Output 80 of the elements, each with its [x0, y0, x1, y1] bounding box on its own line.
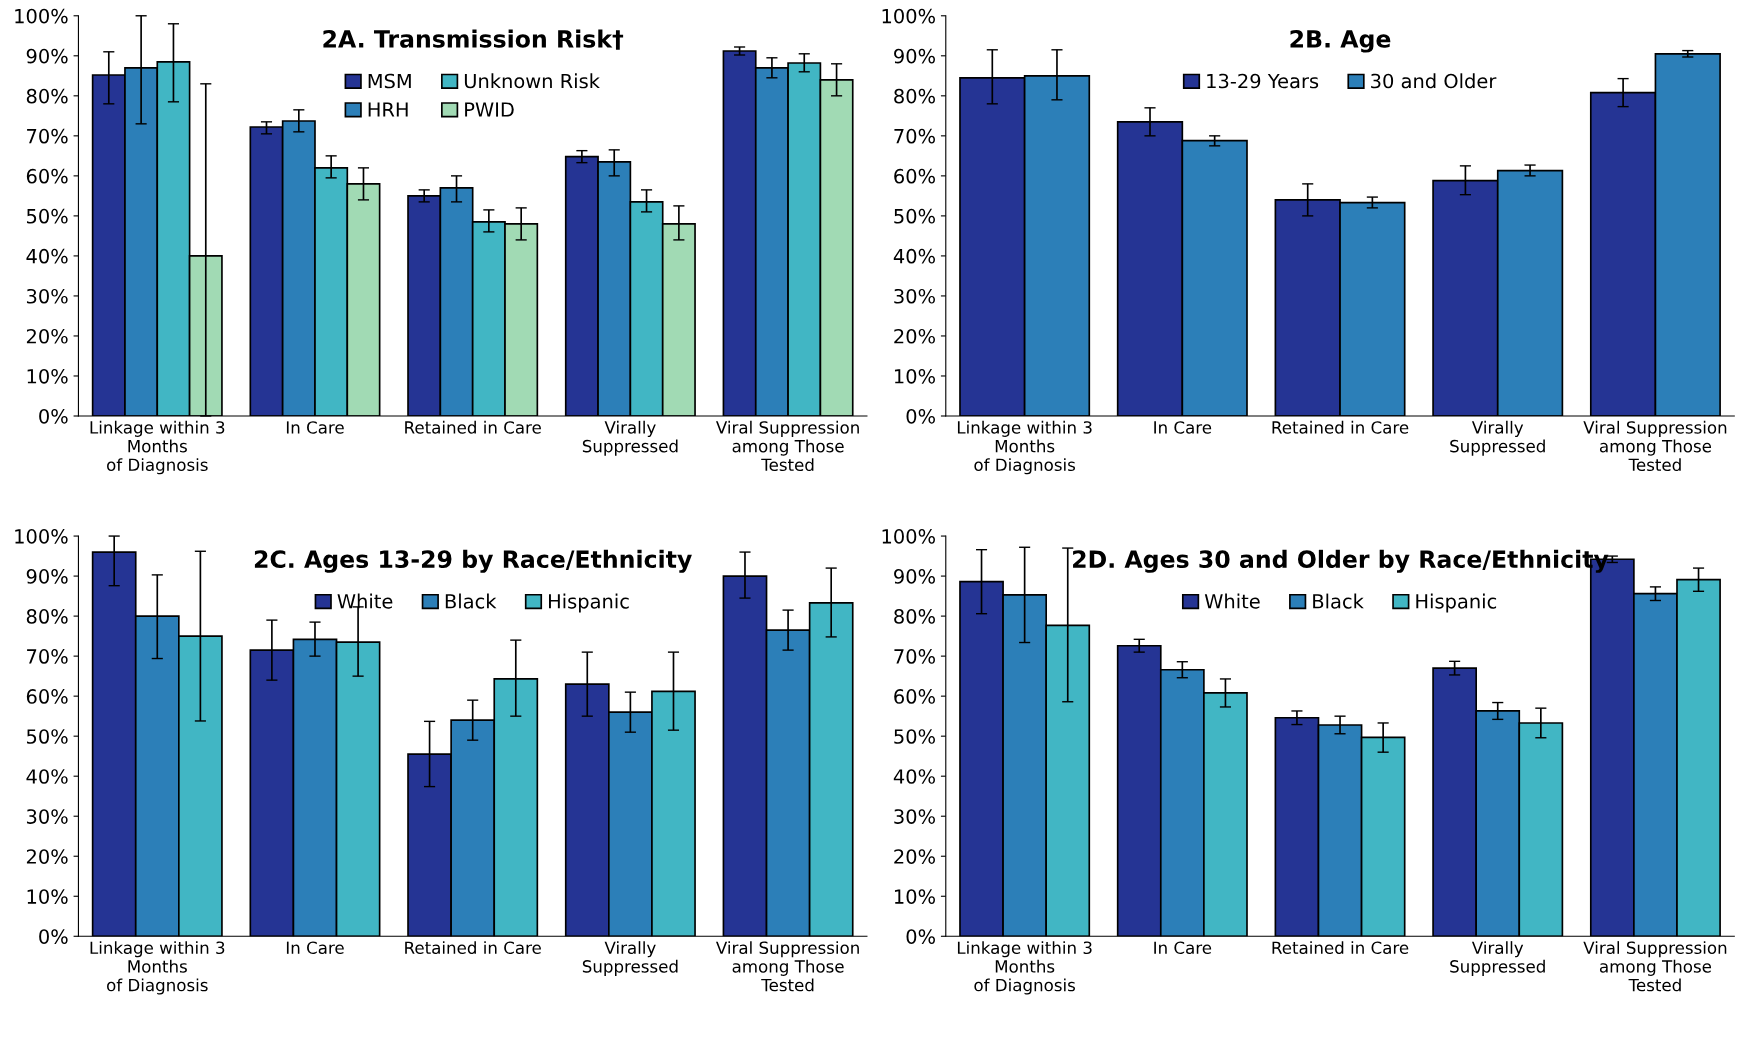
legend-label: MSM — [368, 73, 411, 89]
y-tick-label: 40% — [26, 248, 68, 264]
y-tick-label: 10% — [27, 889, 68, 904]
y-tick-label: 70% — [27, 128, 68, 144]
y-tick-label: 50% — [27, 729, 68, 744]
y-tick-label: 20% — [894, 328, 935, 344]
y-tick-label: 10% — [894, 368, 935, 384]
y-tick-label: 90% — [894, 569, 935, 584]
y-tick-label: 90% — [26, 569, 68, 584]
legend-label: White — [1204, 593, 1260, 609]
x-tick-label: Linkage within 3 Months of Diagnosis — [957, 420, 1092, 475]
legend-label: 13-29 Years — [1207, 73, 1319, 89]
text: 2A. Transmission Risk† — [323, 29, 624, 50]
x-tick-label: Retained in Care — [405, 941, 541, 955]
y-tick-label: 50% — [894, 208, 935, 224]
text: 2B. Age — [1290, 29, 1391, 53]
x-tick-label: In Care — [286, 421, 344, 434]
legend-label: Hispanic — [1416, 593, 1497, 613]
y-tick-label: 50% — [27, 208, 68, 224]
y-tick-label: 40% — [26, 769, 68, 784]
y-tick-label: 100% — [882, 529, 935, 544]
x-tick-label: Virally Suppressed — [1450, 420, 1545, 456]
legend-label: 30 and Older — [1371, 73, 1497, 89]
legend-label: Hispanic — [549, 593, 629, 613]
x-tick-label: Viral Suppression among Those Tested — [716, 420, 859, 472]
text: 2C. Ages 13-29 by Race/Ethnicity — [254, 549, 692, 573]
y-tick-label: 70% — [894, 649, 935, 664]
y-tick-label: 0% — [39, 929, 68, 944]
y-tick-label: 90% — [894, 48, 935, 64]
y-tick-label: 80% — [26, 609, 68, 624]
y-tick-label: 20% — [26, 328, 68, 344]
y-tick-label: 30% — [26, 288, 68, 304]
y-tick-label: 90% — [26, 48, 68, 64]
y-tick-label: 100% — [15, 529, 68, 544]
legend-label: White — [337, 593, 393, 609]
text: 2D. Ages 30 and Older by Race/Ethnicity — [1073, 549, 1609, 573]
y-tick-label: 80% — [894, 88, 935, 104]
y-tick-label: 100% — [15, 8, 68, 24]
y-tick-label: 30% — [894, 809, 935, 824]
y-tick-label: 80% — [894, 609, 935, 624]
x-tick-label: In Care — [1154, 421, 1212, 434]
y-tick-label: 20% — [26, 849, 68, 864]
legend-label: HRH — [368, 102, 408, 117]
y-tick-label: 60% — [894, 689, 935, 704]
x-tick-label: Retained in Care — [1272, 420, 1409, 434]
y-tick-label: 70% — [27, 649, 68, 664]
y-tick-label: 60% — [894, 168, 935, 184]
x-tick-label: Retained in Care — [405, 420, 541, 434]
x-tick-label: Virally Suppressed — [582, 420, 678, 456]
y-tick-label: 70% — [894, 128, 935, 144]
legend-label: Unknown Risk — [464, 73, 600, 89]
x-tick-label: Virally Suppressed — [582, 941, 678, 976]
y-tick-label: 100% — [882, 8, 935, 24]
legend-label: Black — [445, 593, 497, 609]
y-tick-label: 0% — [906, 929, 935, 944]
y-tick-label: 0% — [39, 408, 68, 424]
x-tick-label: Linkage within 3 Months of Diagnosis — [90, 420, 225, 475]
legend-label: Black — [1313, 593, 1364, 609]
x-tick-label: Viral Suppression among Those Tested — [1583, 420, 1727, 472]
y-tick-label: 30% — [894, 288, 935, 304]
y-tick-label: 0% — [906, 408, 935, 424]
y-tick-label: 20% — [894, 849, 935, 864]
legend-label: PWID — [465, 102, 514, 117]
x-tick-label: Retained in Care — [1272, 941, 1409, 955]
y-tick-label: 30% — [26, 809, 68, 824]
y-tick-label: 50% — [894, 729, 935, 744]
x-tick-label: In Care — [1154, 941, 1212, 955]
x-tick-label: Viral Suppression among Those Tested — [1583, 941, 1727, 992]
x-tick-label: Linkage within 3 Months of Diagnosis — [957, 941, 1092, 995]
y-tick-label: 40% — [893, 248, 935, 264]
y-tick-label: 60% — [26, 689, 68, 704]
y-tick-label: 10% — [894, 889, 935, 904]
x-tick-label: In Care — [286, 941, 344, 955]
x-tick-label: Linkage within 3 Months of Diagnosis — [90, 941, 225, 995]
y-tick-label: 80% — [26, 88, 68, 104]
x-tick-label: Virally Suppressed — [1450, 941, 1545, 976]
y-tick-label: 40% — [893, 769, 935, 784]
x-tick-label: Viral Suppression among Those Tested — [716, 941, 859, 992]
y-tick-label: 60% — [26, 168, 68, 184]
y-tick-label: 10% — [27, 368, 68, 384]
